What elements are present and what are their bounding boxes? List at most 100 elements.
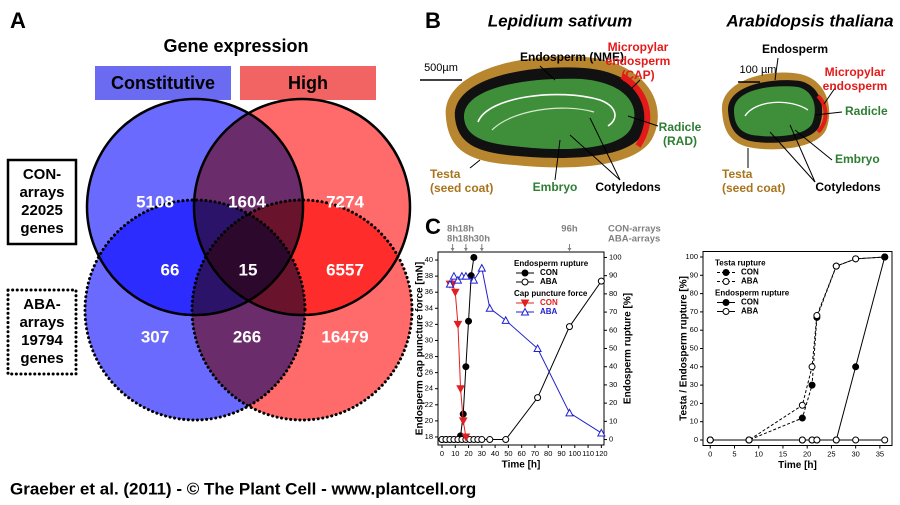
- part-label: (CAP): [621, 68, 654, 82]
- x-tick-label: 40: [491, 449, 499, 458]
- part-label: Cotyledons: [815, 180, 881, 194]
- legend-label: ABA: [741, 277, 759, 286]
- y-tick-label: 40: [690, 362, 698, 371]
- y2-tick-label: 60: [609, 325, 617, 334]
- cotyledon-line: [744, 101, 809, 117]
- legend-label: ABA: [540, 307, 558, 316]
- venn-circle: [192, 200, 412, 420]
- x-axis-label: Time [h]: [778, 460, 817, 471]
- y-tick-label: 22: [425, 400, 433, 409]
- scale-label: 500µm: [424, 62, 458, 74]
- marker: [445, 279, 455, 288]
- venn-title: Gene expression: [163, 36, 308, 56]
- array-label: arrays: [19, 314, 64, 331]
- region-count: 15: [239, 260, 258, 279]
- pointer: [569, 134, 621, 181]
- y2-tick-label: 10: [609, 416, 617, 425]
- marker: [852, 363, 860, 371]
- y-tick-label: 40: [425, 255, 433, 264]
- cotyledon-line: [491, 107, 595, 131]
- pointer: [469, 159, 481, 169]
- cap: [620, 73, 651, 148]
- pointer: [589, 117, 621, 181]
- legend-title: Endosperm rupture: [715, 289, 790, 298]
- region-count: 266: [233, 327, 261, 346]
- legend-title: Testa rupture: [715, 259, 766, 268]
- arrow-head: [479, 248, 484, 251]
- lepidium-seed: [445, 56, 658, 168]
- pointer: [627, 115, 659, 127]
- marker: [501, 315, 511, 324]
- legend-marker: [521, 278, 529, 286]
- array-count: 19794: [21, 332, 63, 349]
- x-tick-label: 80: [544, 449, 552, 458]
- marker: [881, 253, 889, 261]
- marker: [450, 288, 460, 297]
- legend-label: CON: [540, 298, 558, 307]
- x-tick-label: 30: [851, 449, 859, 458]
- marker: [852, 436, 860, 444]
- y-axis-label: Testa / Endosperm rupture [%]: [679, 276, 690, 421]
- y-tick-label: 100: [685, 252, 698, 261]
- marker: [449, 271, 459, 280]
- y-tick-label: 90: [690, 270, 698, 279]
- marker: [453, 320, 463, 329]
- annotation: 8h: [447, 234, 458, 245]
- marker: [456, 385, 465, 394]
- y-tick-label: 24: [425, 384, 433, 393]
- venn-border: [192, 97, 412, 317]
- arrow-head: [463, 248, 468, 251]
- part-label: Endosperm (NME): [520, 50, 624, 64]
- marker: [502, 436, 510, 444]
- y-tick-label: 36: [425, 287, 433, 296]
- marker: [486, 436, 494, 444]
- y2-tick-label: 0: [609, 435, 613, 444]
- y2-tick-label: 100: [609, 252, 622, 261]
- marker: [798, 436, 806, 444]
- array-label: genes: [20, 350, 63, 367]
- citation: Graeber et al. (2011) - © The Plant Cell…: [10, 479, 476, 498]
- pointers: [747, 57, 843, 183]
- x-tick-label: 25: [827, 449, 835, 458]
- marker: [461, 271, 471, 280]
- y-tick-label: 70: [690, 307, 698, 316]
- set-header: [240, 66, 376, 100]
- set-label: High: [288, 73, 328, 93]
- y-tick-label: 38: [425, 271, 433, 280]
- y-tick-label: 28: [425, 352, 433, 361]
- region-count: 5108: [136, 192, 174, 211]
- marker: [808, 381, 816, 389]
- venn-border: [83, 198, 307, 422]
- x-tick-label: 20: [464, 449, 472, 458]
- array-box: [6, 288, 78, 376]
- venn-border: [190, 198, 414, 422]
- x-axis-label: Time [h]: [502, 460, 541, 471]
- y-tick-label: 80: [690, 289, 698, 298]
- annotation: 18h: [458, 224, 475, 235]
- y-tick-label: 32: [425, 319, 433, 328]
- array-box: [6, 158, 78, 246]
- series-line: [710, 256, 885, 441]
- region-count: 66: [161, 260, 180, 279]
- part-label: Testa: [722, 167, 753, 181]
- charts: 0 10 20 30 40 50 60 70 80 90 100 110 120182022242628…: [415, 224, 893, 471]
- arrow-head: [450, 248, 455, 251]
- marker: [462, 363, 470, 371]
- marker: [469, 275, 479, 284]
- annotation: 96h: [561, 224, 578, 235]
- marker: [881, 436, 889, 444]
- x-tick-label: 60: [517, 449, 525, 458]
- legend-marker: [521, 269, 529, 277]
- x-tick-label: 35: [876, 449, 884, 458]
- marker: [706, 436, 714, 444]
- y-tick-label: 18: [425, 432, 433, 441]
- marker: [832, 262, 840, 270]
- marker: [485, 303, 495, 312]
- marker: [465, 317, 473, 325]
- embryo: [734, 86, 815, 137]
- legend-marker: [520, 307, 530, 316]
- panel-label: C: [425, 214, 441, 239]
- pointer: [539, 65, 556, 81]
- y-tick-label: 30: [425, 335, 433, 344]
